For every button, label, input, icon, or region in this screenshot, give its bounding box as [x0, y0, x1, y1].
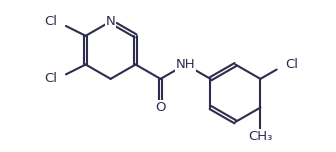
Text: Cl: Cl	[285, 58, 298, 71]
Text: Cl: Cl	[44, 72, 57, 85]
Text: Cl: Cl	[44, 15, 57, 28]
Text: O: O	[155, 101, 166, 114]
Text: CH₃: CH₃	[248, 130, 272, 143]
Text: N: N	[106, 15, 116, 28]
Text: NH: NH	[176, 58, 195, 71]
